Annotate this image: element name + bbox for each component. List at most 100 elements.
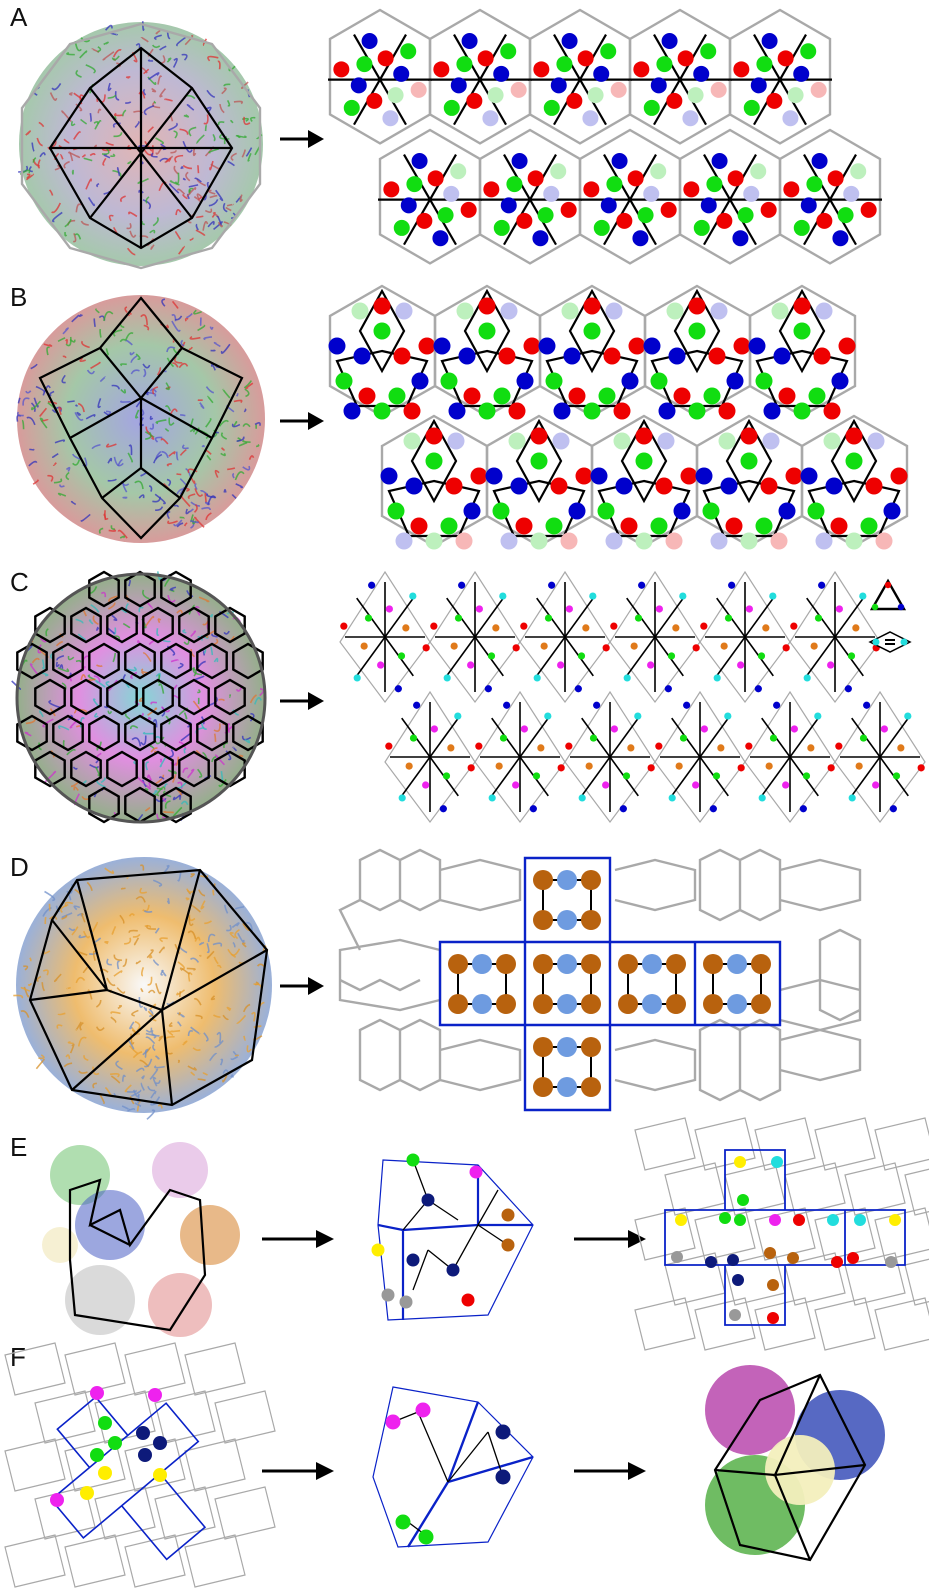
protein-strand: [254, 696, 262, 705]
protein-strand: [194, 488, 204, 497]
lattice-tile: [609, 570, 701, 703]
protein-strand: [224, 904, 229, 914]
protein-strand: [131, 1009, 139, 1017]
subunit-dot: [638, 581, 646, 589]
protein-strand: [210, 363, 216, 371]
subunit-dot: [598, 387, 616, 405]
protein-strand: [201, 444, 205, 448]
subunit-dot: [492, 624, 500, 632]
protein-strand: [61, 912, 73, 919]
protein-strand: [42, 718, 54, 728]
protein-strand: [59, 154, 64, 160]
lattice-edge: [401, 756, 431, 797]
protein-strand: [181, 193, 188, 200]
subunit-dot: [737, 764, 745, 772]
subunit-dot: [754, 685, 762, 693]
subunit-dot: [463, 387, 481, 405]
subunit-dot: [582, 110, 599, 127]
subunit-dot: [475, 605, 483, 613]
protein-strand: [58, 406, 63, 415]
protein-strand: [186, 768, 195, 779]
subunit-dot: [557, 954, 577, 974]
protein-strand: [138, 189, 144, 194]
subunit-dot: [793, 65, 810, 82]
protein-strand: [171, 320, 181, 332]
protein-strand: [93, 144, 97, 148]
protein-strand: [205, 386, 215, 394]
subunit-dot: [530, 427, 548, 445]
protein-strand: [235, 134, 247, 139]
protein-strand: [213, 733, 217, 742]
protein-strand: [87, 989, 93, 1000]
protein-strand: [33, 397, 39, 408]
hex-tile: [578, 128, 682, 265]
protein-strand: [168, 1021, 173, 1027]
subunit-dot: [764, 1247, 776, 1259]
protein-strand: [97, 108, 102, 114]
protein-strand: [204, 208, 213, 213]
protein-strand: [69, 1043, 75, 1054]
subunit-dot: [637, 207, 654, 224]
protein-strand: [204, 493, 207, 503]
protein-strand: [49, 92, 58, 101]
lattice-edge: [384, 597, 414, 638]
subunit-dot: [409, 592, 417, 600]
lattice-d: [338, 848, 862, 1112]
subunit-dot: [700, 43, 717, 60]
subunit-dot: [411, 152, 428, 169]
subunit-dot: [560, 532, 578, 550]
protein-strand: [119, 195, 126, 203]
subunit-dot: [675, 762, 683, 770]
subunit-dot: [850, 163, 867, 180]
protein-strand: [130, 369, 140, 375]
protein-strand: [39, 152, 46, 158]
brick: [184, 1438, 246, 1492]
subunit-dot: [837, 207, 854, 224]
protein-strand: [174, 154, 184, 163]
subunit-dot: [454, 712, 462, 720]
protein-strand: [166, 462, 172, 467]
lattice-c: [339, 570, 926, 823]
gray-hex-lattice: [338, 848, 862, 1102]
hex-face: [142, 606, 174, 644]
subunit-dot: [495, 762, 503, 770]
subunit-dot: [643, 185, 660, 202]
protein-strand: [136, 1094, 140, 1104]
protein-strand: [87, 678, 96, 682]
subunit-dot: [385, 605, 393, 613]
subunit-dot: [793, 322, 811, 340]
subunit-dot: [537, 207, 554, 224]
protein-strand: [194, 177, 202, 183]
subunit-dot: [543, 99, 560, 116]
protein-strand: [54, 439, 66, 444]
subunit-dot: [748, 337, 766, 355]
protein-strand: [190, 519, 199, 524]
subunit-dot: [548, 581, 556, 589]
protein-strand: [126, 223, 132, 230]
protein-strand: [128, 579, 131, 587]
subunit-dot: [529, 805, 537, 813]
protein-strand: [169, 586, 177, 591]
subunit-dot: [766, 92, 783, 109]
subunit-dot: [358, 387, 376, 405]
protein-strand: [213, 657, 219, 663]
subunit-dot: [581, 994, 601, 1014]
subunit-dot: [557, 1037, 577, 1057]
subunit-dot: [395, 1514, 411, 1530]
lattice-tile: [384, 690, 476, 823]
protein-strand: [208, 147, 220, 154]
subunit-dot: [508, 432, 526, 450]
protein-strand: [126, 247, 136, 256]
protein-strand: [31, 400, 41, 411]
protein-strand: [113, 954, 122, 961]
protein-strand: [137, 177, 149, 184]
protein-strand: [164, 577, 171, 587]
protein-strand: [213, 1014, 221, 1018]
protein-strand: [143, 68, 150, 75]
trimer-triangle-icon: [869, 578, 907, 611]
protein-strand: [166, 1029, 174, 1037]
protein-strand: [129, 1021, 135, 1030]
hex-tile: [478, 128, 582, 265]
protein-strand: [210, 646, 214, 656]
protein-strand: [187, 493, 196, 500]
